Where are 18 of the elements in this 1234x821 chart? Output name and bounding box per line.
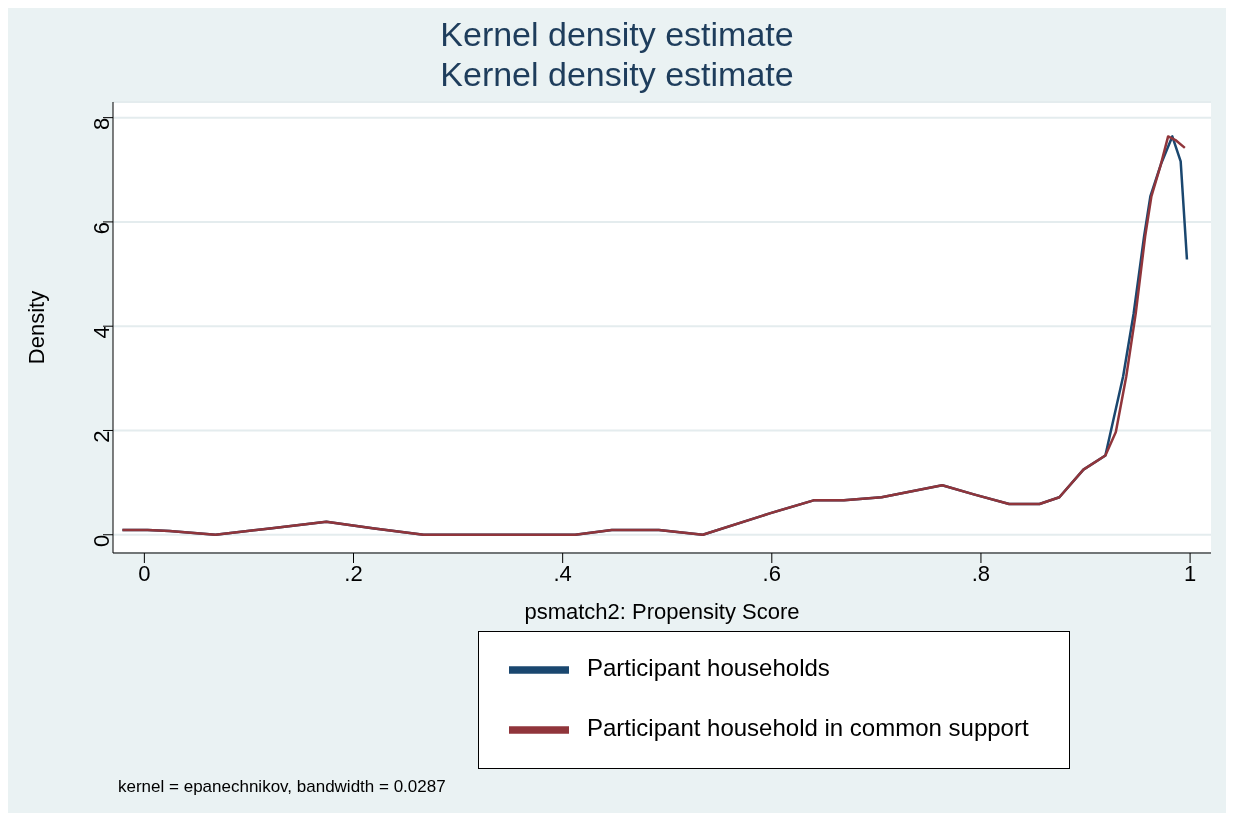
chart-subtitle: Kernel density estimate	[439, 54, 795, 94]
x-tick-label: .4	[553, 560, 572, 586]
x-axis-title: psmatch2: Propensity Score	[524, 599, 800, 624]
legend-label: Participant households	[586, 654, 830, 682]
y-tick-label: 8	[88, 117, 114, 130]
x-tick-label: 0	[138, 560, 151, 586]
x-tick-label: .2	[344, 560, 363, 586]
x-tick-label: .6	[762, 560, 781, 586]
y-tick-label: 0	[88, 534, 114, 547]
x-tick-label: 1	[1183, 560, 1197, 586]
text: kernel = epanechnikov, bandwidth = 0.0287	[118, 777, 447, 797]
x-tick-label: .8	[971, 560, 991, 586]
y-tick-label: 6	[88, 221, 114, 235]
chart-title: Kernel density estimate	[439, 14, 795, 54]
y-axis-title: Density	[23, 290, 49, 365]
legend-label: Participant household in common support	[586, 714, 1029, 742]
y-tick-label: 4	[88, 326, 114, 339]
y-tick-label: 2	[88, 430, 114, 443]
